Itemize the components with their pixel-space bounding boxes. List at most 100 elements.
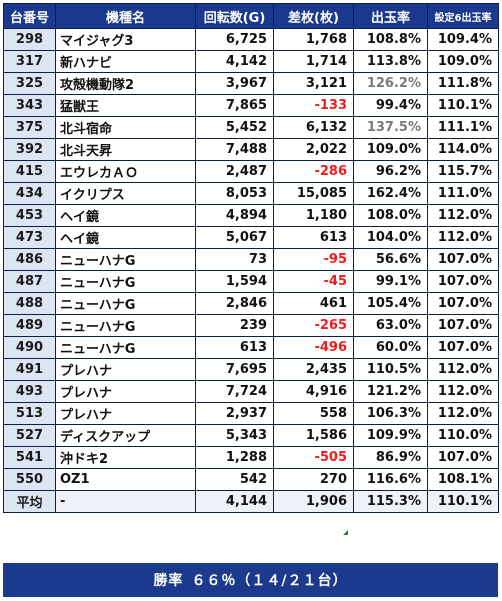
spins-cell: 4,894 xyxy=(195,204,274,227)
table-row: 343 猛獣王 7,865 -133 99.4% 110.1% xyxy=(3,94,499,117)
spins-cell: 8,053 xyxy=(195,182,274,205)
machine-results-table: 台番号 機種名 回転数(G) 差枚(枚) 出玉率 設定6出玉率 298 マイジャグ… xyxy=(3,3,499,513)
setting6-rate-cell: 111.1% xyxy=(427,116,499,139)
spins-cell: 2,487 xyxy=(195,160,274,183)
machine-number-cell: 489 xyxy=(3,314,56,337)
machine-name-cell: 猛獣王 xyxy=(55,94,196,117)
setting6-rate-cell: 112.0% xyxy=(427,402,499,425)
machine-name-cell: ニューハナG xyxy=(55,336,196,359)
table-row: 415 エウレカＡＯ 2,487 -286 96.2% 115.7% xyxy=(3,160,499,183)
table-row: 486 ニューハナG 73 -95 56.6% 107.0% xyxy=(3,248,499,271)
difference-cell: 1,180 xyxy=(273,204,354,227)
machine-name-cell: ヘイ鏡 xyxy=(55,204,196,227)
difference-cell: 1,768 xyxy=(273,28,354,51)
spins-cell: 2,937 xyxy=(195,402,274,425)
payout-rate-cell: 106.3% xyxy=(353,402,428,425)
win-rate-value: ６６％（１４/２１台） xyxy=(191,573,348,589)
machine-name-cell: 北斗天昇 xyxy=(55,138,196,161)
payout-rate-cell: 109.0% xyxy=(353,138,428,161)
machine-name-cell: エウレカＡＯ xyxy=(55,160,196,183)
average-payout-rate: 115.3% xyxy=(353,490,428,513)
payout-rate-cell: 56.6% xyxy=(353,248,428,271)
setting6-rate-cell: 110.0% xyxy=(427,424,499,447)
setting6-rate-cell: 107.0% xyxy=(427,336,499,359)
spins-cell: 3,967 xyxy=(195,72,274,95)
machine-number-cell: 392 xyxy=(3,138,56,161)
machine-number-cell: 375 xyxy=(3,116,56,139)
machine-name-cell: ニューハナG xyxy=(55,314,196,337)
header-machine-name: 機種名 xyxy=(55,3,196,29)
machine-number-cell: 487 xyxy=(3,270,56,293)
table-row: 493 プレハナ 7,724 4,916 121.2% 112.0% xyxy=(3,380,499,403)
difference-cell: -505 xyxy=(273,446,354,469)
payout-rate-cell: 60.0% xyxy=(353,336,428,359)
machine-name-cell: 沖ドキ2 xyxy=(55,446,196,469)
machine-name-cell: 新ハナビ xyxy=(55,50,196,73)
table-row: 487 ニューハナG 1,594 -45 99.1% 107.0% xyxy=(3,270,499,293)
spins-cell: 7,695 xyxy=(195,358,274,381)
table-row: 541 沖ドキ2 1,288 -505 86.9% 107.0% xyxy=(3,446,499,469)
average-name: - xyxy=(55,490,196,513)
payout-rate-cell: 108.8% xyxy=(353,28,428,51)
payout-rate-cell: 162.4% xyxy=(353,182,428,205)
spins-cell: 7,865 xyxy=(195,94,274,117)
setting6-rate-cell: 107.0% xyxy=(427,292,499,315)
difference-cell: -286 xyxy=(273,160,354,183)
difference-cell: -496 xyxy=(273,336,354,359)
machine-number-cell: 490 xyxy=(3,336,56,359)
machine-number-cell: 415 xyxy=(3,160,56,183)
machine-name-cell: イクリプス xyxy=(55,182,196,205)
spins-cell: 1,594 xyxy=(195,270,274,293)
table-row: 298 マイジャグ3 6,725 1,768 108.8% 109.4% xyxy=(3,28,499,51)
difference-cell: 613 xyxy=(273,226,354,249)
spins-cell: 5,067 xyxy=(195,226,274,249)
setting6-rate-cell: 107.0% xyxy=(427,446,499,469)
payout-rate-cell: 126.2% xyxy=(353,72,428,95)
table-row: 550 OZ1 542 270 116.6% 108.1% xyxy=(3,468,499,491)
machine-number-cell: 513 xyxy=(3,402,56,425)
machine-number-cell: 473 xyxy=(3,226,56,249)
difference-cell: 2,435 xyxy=(273,358,354,381)
win-rate-footer: 勝率 ６６％（１４/２１台） xyxy=(3,563,498,597)
setting6-rate-cell: 112.0% xyxy=(427,358,499,381)
header-difference: 差枚(枚) xyxy=(273,3,354,29)
spins-cell: 4,142 xyxy=(195,50,274,73)
difference-cell: 3,121 xyxy=(273,72,354,95)
machine-name-cell: プレハナ xyxy=(55,380,196,403)
difference-cell: -265 xyxy=(273,314,354,337)
spins-cell: 2,846 xyxy=(195,292,274,315)
spins-cell: 542 xyxy=(195,468,274,491)
header-setting6-rate: 設定6出玉率 xyxy=(427,3,499,29)
machine-name-cell: マイジャグ3 xyxy=(55,28,196,51)
machine-number-cell: 550 xyxy=(3,468,56,491)
spins-cell: 239 xyxy=(195,314,274,337)
setting6-rate-cell: 109.0% xyxy=(427,50,499,73)
payout-rate-cell: 63.0% xyxy=(353,314,428,337)
payout-rate-cell: 104.0% xyxy=(353,226,428,249)
payout-rate-cell: 105.4% xyxy=(353,292,428,315)
table-row: 489 ニューハナG 239 -265 63.0% 107.0% xyxy=(3,314,499,337)
spins-cell: 73 xyxy=(195,248,274,271)
table-row: 491 プレハナ 7,695 2,435 110.5% 112.0% xyxy=(3,358,499,381)
header-payout-rate: 出玉率 xyxy=(353,3,428,29)
machine-number-cell: 343 xyxy=(3,94,56,117)
average-label: 平均 xyxy=(3,490,56,513)
table-row: 473 ヘイ鏡 5,067 613 104.0% 112.0% xyxy=(3,226,499,249)
table-row: 375 北斗宿命 5,452 6,132 137.5% 111.1% xyxy=(3,116,499,139)
payout-rate-cell: 99.4% xyxy=(353,94,428,117)
machine-number-cell: 491 xyxy=(3,358,56,381)
machine-number-cell: 325 xyxy=(3,72,56,95)
machine-name-cell: ディスクアップ xyxy=(55,424,196,447)
machine-number-cell: 298 xyxy=(3,28,56,51)
payout-rate-cell: 96.2% xyxy=(353,160,428,183)
machine-name-cell: プレハナ xyxy=(55,402,196,425)
machine-name-cell: ヘイ鏡 xyxy=(55,226,196,249)
table-row: 325 攻殻機動隊2 3,967 3,121 126.2% 111.8% xyxy=(3,72,499,95)
table-row: 392 北斗天昇 7,488 2,022 109.0% 114.0% xyxy=(3,138,499,161)
difference-cell: 558 xyxy=(273,402,354,425)
machine-number-cell: 527 xyxy=(3,424,56,447)
difference-cell: 270 xyxy=(273,468,354,491)
setting6-rate-cell: 107.0% xyxy=(427,314,499,337)
table-row: 490 ニューハナG 613 -496 60.0% 107.0% xyxy=(3,336,499,359)
